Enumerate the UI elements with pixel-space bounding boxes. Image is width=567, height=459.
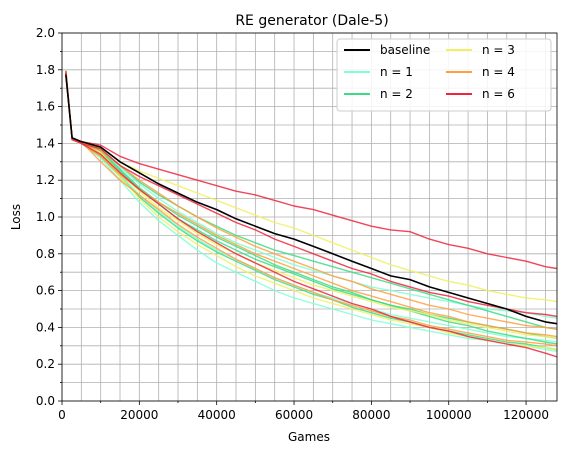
y-tick-label: 2.0: [36, 26, 55, 40]
x-tick-label: 40000: [198, 408, 236, 422]
y-tick-label: 0.0: [36, 394, 55, 408]
y-tick-label: 1.2: [36, 173, 55, 187]
x-tick-label: 60000: [275, 408, 313, 422]
x-axis-label: Games: [288, 430, 330, 444]
legend-box: [336, 38, 552, 112]
legend-label-n-4: n = 4: [482, 65, 515, 79]
x-tick-label: 100000: [426, 408, 472, 422]
y-tick-label: 1.4: [36, 136, 55, 150]
series-line-n-6-2: [65, 70, 557, 318]
legend-label-n-2: n = 2: [380, 87, 413, 101]
legend-label-n-1: n = 1: [380, 65, 413, 79]
series-line-n-2-1: [65, 72, 557, 330]
y-tick-label: 0.8: [36, 247, 55, 261]
y-axis-label: Loss: [9, 204, 23, 230]
x-tick-label: 120000: [503, 408, 549, 422]
y-tick-label: 1.6: [36, 100, 55, 114]
legend: baseline n = 1 n = 2 n = 3 n = 4 n = 6: [336, 38, 552, 112]
chart-title: RE generator (Dale-5): [235, 13, 388, 29]
x-tick-label: 0: [58, 408, 66, 422]
series-line-n-6-3: [65, 72, 557, 358]
y-tick-label: 0.6: [36, 284, 55, 298]
y-tick-label: 1.8: [36, 63, 55, 77]
series-line-n-4-1: [65, 72, 557, 338]
series-line-n-2-4: [65, 70, 557, 345]
y-tick-label: 0.2: [36, 357, 55, 371]
series-line-n-1-1: [65, 69, 557, 352]
legend-label-n-6: n = 6: [482, 87, 515, 101]
legend-label-n-3: n = 3: [482, 43, 515, 57]
series-line-baseline-1: [65, 74, 557, 325]
series-line-n-6-1: [65, 72, 557, 270]
series-line-n-4-2: [65, 70, 557, 347]
legend-label-baseline: baseline: [380, 43, 430, 57]
series-line-n-1-2: [65, 72, 557, 319]
x-tick-label: 80000: [352, 408, 390, 422]
axis-ticks: 0 20000 40000 60000 80000 100000 120000 0.0 0.2 0…: [36, 26, 549, 422]
series-line-n-4-3: [65, 74, 557, 330]
series-lines: [65, 69, 557, 358]
x-tick-label: 20000: [120, 408, 158, 422]
y-tick-label: 0.4: [36, 320, 55, 334]
y-tick-label: 1.0: [36, 210, 55, 224]
